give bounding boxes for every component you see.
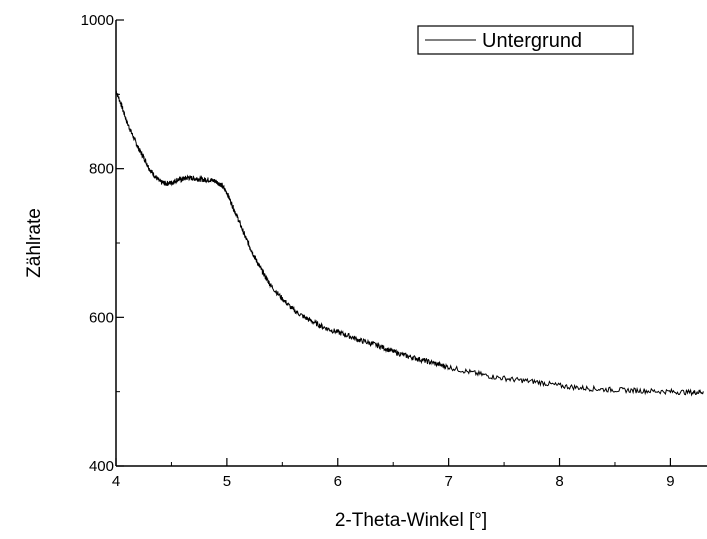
x-tick-label: 8 xyxy=(555,473,563,490)
x-tick-label: 4 xyxy=(112,473,120,490)
x-axis-title: 2-Theta-Winkel [°] xyxy=(335,510,487,531)
tick-labels: 4 5 6 7 8 9 400 600 800 1000 xyxy=(81,12,675,490)
x-tick-label: 7 xyxy=(444,473,452,490)
ticks xyxy=(115,19,672,467)
x-tick-label: 6 xyxy=(334,473,342,490)
series-line-untergrund xyxy=(115,90,704,397)
y-tick-label: 800 xyxy=(89,161,114,178)
x-tick-label: 5 xyxy=(223,473,231,490)
y-tick-label: 1000 xyxy=(81,12,114,29)
legend: Untergrund xyxy=(417,25,634,55)
legend-label: Untergrund xyxy=(482,30,582,52)
axes xyxy=(115,20,707,467)
y-tick-label: 600 xyxy=(89,309,114,326)
y-tick-label: 400 xyxy=(89,458,114,475)
y-axis-title: Zählrate xyxy=(24,208,45,278)
x-tick-label: 9 xyxy=(666,473,674,490)
